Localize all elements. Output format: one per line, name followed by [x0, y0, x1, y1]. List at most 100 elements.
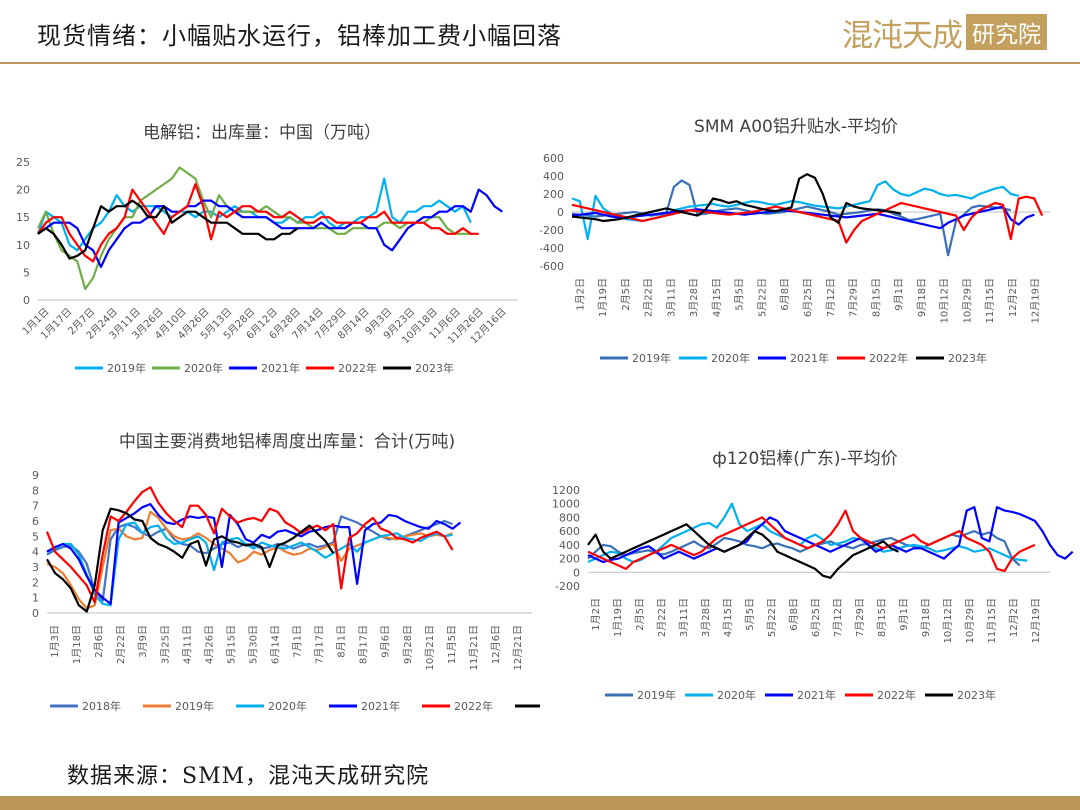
- chart-a00-premium: SMM A00铝升贴水-平均价 -600 -400 -200 0 200 400 600 1月2…: [540, 117, 1050, 365]
- y-tick-label: 20: [16, 184, 30, 197]
- y-tick-label: 600: [559, 525, 580, 538]
- x-tick-label: 11月5日: [446, 625, 458, 664]
- y-tick-label: -400: [540, 242, 564, 255]
- page-title: 现货情绪：小幅贴水运行，铝棒加工费小幅回落: [37, 22, 562, 50]
- legend-label: 2019年: [632, 351, 671, 365]
- y-tick-label: 0: [23, 294, 30, 307]
- footer-bar: [0, 796, 1080, 810]
- series-line-2023年: [37, 199, 299, 260]
- x-tick-label: 1月18日: [71, 625, 83, 664]
- x-tick-label: 2月22日: [643, 278, 655, 317]
- data-source-note: 数据来源：SMM，混沌天成研究院: [67, 764, 430, 789]
- x-tick-label: 10月29日: [961, 278, 973, 323]
- y-tick-label: 200: [543, 188, 564, 201]
- series-line-2023年: [571, 173, 902, 224]
- x-tick-label: 3月28日: [688, 278, 700, 317]
- series-line-2021年: [37, 188, 503, 268]
- y-tick-label: 200: [559, 553, 580, 566]
- legend-label: 2023年: [948, 351, 987, 365]
- logo: 混沌天成 研究院: [842, 12, 1047, 54]
- x-tick-label: 1月2日: [590, 598, 602, 631]
- series-line-2022年: [571, 195, 1044, 244]
- y-tick-label: 1200: [552, 484, 580, 497]
- x-tick-label: 8月1日: [336, 625, 348, 658]
- y-tick-label: 2: [32, 576, 39, 589]
- x-tick-label: 9月28日: [402, 625, 414, 664]
- chart-billet-outbound: 中国主要消费地铝棒周度出库量：合计(万吨) 0 1 2 3 4 5 6 7 8 9 1月3日 1月18日…: [32, 432, 540, 713]
- x-tick-label: 12月21日: [512, 625, 524, 670]
- x-tick-label: 2月22日: [115, 625, 127, 664]
- x-tick-label: 11月21日: [468, 625, 480, 670]
- chart-title: SMM A00铝升贴水-平均价: [694, 117, 898, 137]
- series-line-2023年: [587, 523, 899, 579]
- y-tick-label: 15: [16, 211, 30, 224]
- series-line-2022年: [45, 486, 454, 604]
- y-tick-label: -600: [540, 260, 564, 273]
- x-tick-label: 7月29日: [848, 278, 860, 317]
- x-tick-label: 3月9日: [137, 625, 149, 658]
- x-tick-label: 11月15日: [984, 278, 996, 323]
- legend-label: 2020年: [184, 361, 223, 375]
- y-tick-label: -200: [540, 224, 564, 237]
- logo-box-text: 研究院: [966, 14, 1047, 50]
- legend-label: 2018年: [82, 699, 121, 713]
- legend-label: 2020年: [717, 688, 756, 702]
- y-tick-label: 0: [573, 566, 580, 579]
- x-tick-label: 12月6日: [490, 625, 502, 664]
- y-tick-label: -200: [555, 580, 580, 593]
- chart-title: ф120铝棒(广东)-平均价: [712, 449, 897, 469]
- series-line-2019年: [571, 179, 1012, 257]
- x-tick-label: 4月15日: [711, 278, 723, 317]
- series-line-2021年: [571, 205, 1035, 230]
- y-tick-label: 25: [16, 156, 30, 169]
- y-tick-label: 0: [557, 206, 564, 219]
- x-tick-label: 1月19日: [612, 598, 624, 637]
- x-tick-label: 10月12日: [939, 278, 951, 323]
- x-tick-label: 8月15日: [870, 278, 882, 317]
- legend-label: 2022年: [338, 361, 377, 375]
- legend-label: 2023年: [415, 361, 454, 375]
- x-tick-label: 4月26日: [203, 625, 215, 664]
- series-line-2022年: [37, 182, 479, 263]
- series-line-2021年: [46, 502, 462, 605]
- x-tick-label: 3月11日: [665, 278, 677, 317]
- y-tick-label: 1000: [552, 498, 580, 511]
- legend-label: 2022年: [454, 699, 493, 713]
- x-tick-label: 7月12日: [832, 598, 844, 637]
- logo-script-text: 混沌天成: [842, 17, 963, 54]
- x-tick-label: 6月8日: [779, 278, 791, 311]
- legend-label: 2019年: [175, 699, 214, 713]
- legend-label: 2023年: [957, 688, 996, 702]
- x-tick-label: 1月19日: [597, 278, 609, 317]
- chart-title: 电解铝：出库量：中国（万吨）: [143, 123, 381, 143]
- x-tick-label: 6月14日: [269, 625, 281, 664]
- x-tick-label: 9月18日: [920, 598, 932, 637]
- y-tick-label: 3: [32, 561, 39, 574]
- x-tick-label: 1月2日: [574, 278, 586, 311]
- x-tick-label: 2月5日: [634, 598, 646, 631]
- x-tick-label: 10月21日: [424, 625, 436, 670]
- y-tick-label: 4: [32, 546, 39, 559]
- y-tick-label: 800: [559, 511, 580, 524]
- x-tick-label: 10月12日: [942, 598, 954, 643]
- x-tick-label: 10月29日: [964, 598, 976, 643]
- x-tick-label: 3月28日: [700, 598, 712, 637]
- y-tick-label: 400: [543, 170, 564, 183]
- legend-label: 2021年: [261, 361, 300, 375]
- y-tick-label: 7: [32, 500, 39, 513]
- y-tick-label: 6: [32, 515, 39, 528]
- x-tick-label: 5月22日: [756, 278, 768, 317]
- header-divider: [0, 62, 1080, 64]
- x-tick-label: 5月5日: [734, 278, 746, 311]
- x-tick-label: 5月15日: [225, 625, 237, 664]
- series-line-2019年: [46, 510, 453, 610]
- series-line-2021年: [587, 505, 1074, 564]
- chart-title: 中国主要消费地铝棒周度出库量：合计(万吨): [119, 432, 455, 452]
- x-tick-label: 12月19日: [1030, 598, 1042, 643]
- x-tick-label: 3月25日: [159, 625, 171, 664]
- x-tick-label: 1月3日: [49, 625, 61, 658]
- x-tick-label: 4月11日: [181, 625, 193, 664]
- x-tick-label: 7月29日: [854, 598, 866, 637]
- legend-label: 2019年: [637, 688, 676, 702]
